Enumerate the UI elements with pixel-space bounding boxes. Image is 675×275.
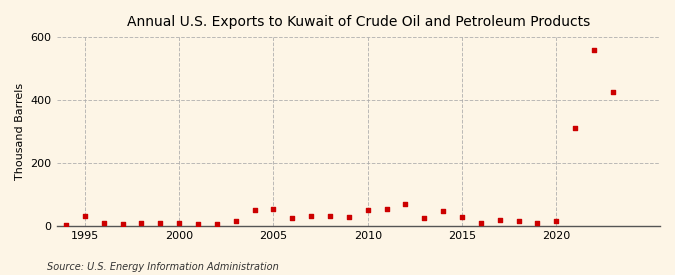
- Point: [61, 223, 72, 227]
- Point: [306, 214, 317, 219]
- Point: [419, 216, 430, 220]
- Point: [155, 221, 165, 226]
- Point: [494, 218, 505, 222]
- Point: [551, 219, 562, 223]
- Point: [532, 221, 543, 225]
- Point: [400, 202, 411, 206]
- Point: [99, 221, 109, 226]
- Point: [344, 215, 354, 219]
- Point: [362, 208, 373, 212]
- Point: [211, 222, 222, 227]
- Point: [268, 206, 279, 211]
- Title: Annual U.S. Exports to Kuwait of Crude Oil and Petroleum Products: Annual U.S. Exports to Kuwait of Crude O…: [127, 15, 590, 29]
- Point: [230, 219, 241, 223]
- Point: [513, 219, 524, 223]
- Text: Source: U.S. Energy Information Administration: Source: U.S. Energy Information Administ…: [47, 262, 279, 272]
- Point: [325, 214, 335, 219]
- Point: [173, 221, 184, 226]
- Point: [475, 221, 486, 225]
- Point: [608, 90, 618, 94]
- Point: [117, 222, 128, 227]
- Point: [570, 126, 580, 131]
- Point: [287, 216, 298, 220]
- Point: [192, 222, 203, 227]
- Point: [589, 48, 599, 52]
- Point: [437, 208, 448, 213]
- Point: [249, 208, 260, 212]
- Point: [381, 206, 392, 211]
- Point: [80, 214, 90, 219]
- Y-axis label: Thousand Barrels: Thousand Barrels: [15, 83, 25, 180]
- Point: [456, 215, 467, 219]
- Point: [136, 221, 146, 225]
